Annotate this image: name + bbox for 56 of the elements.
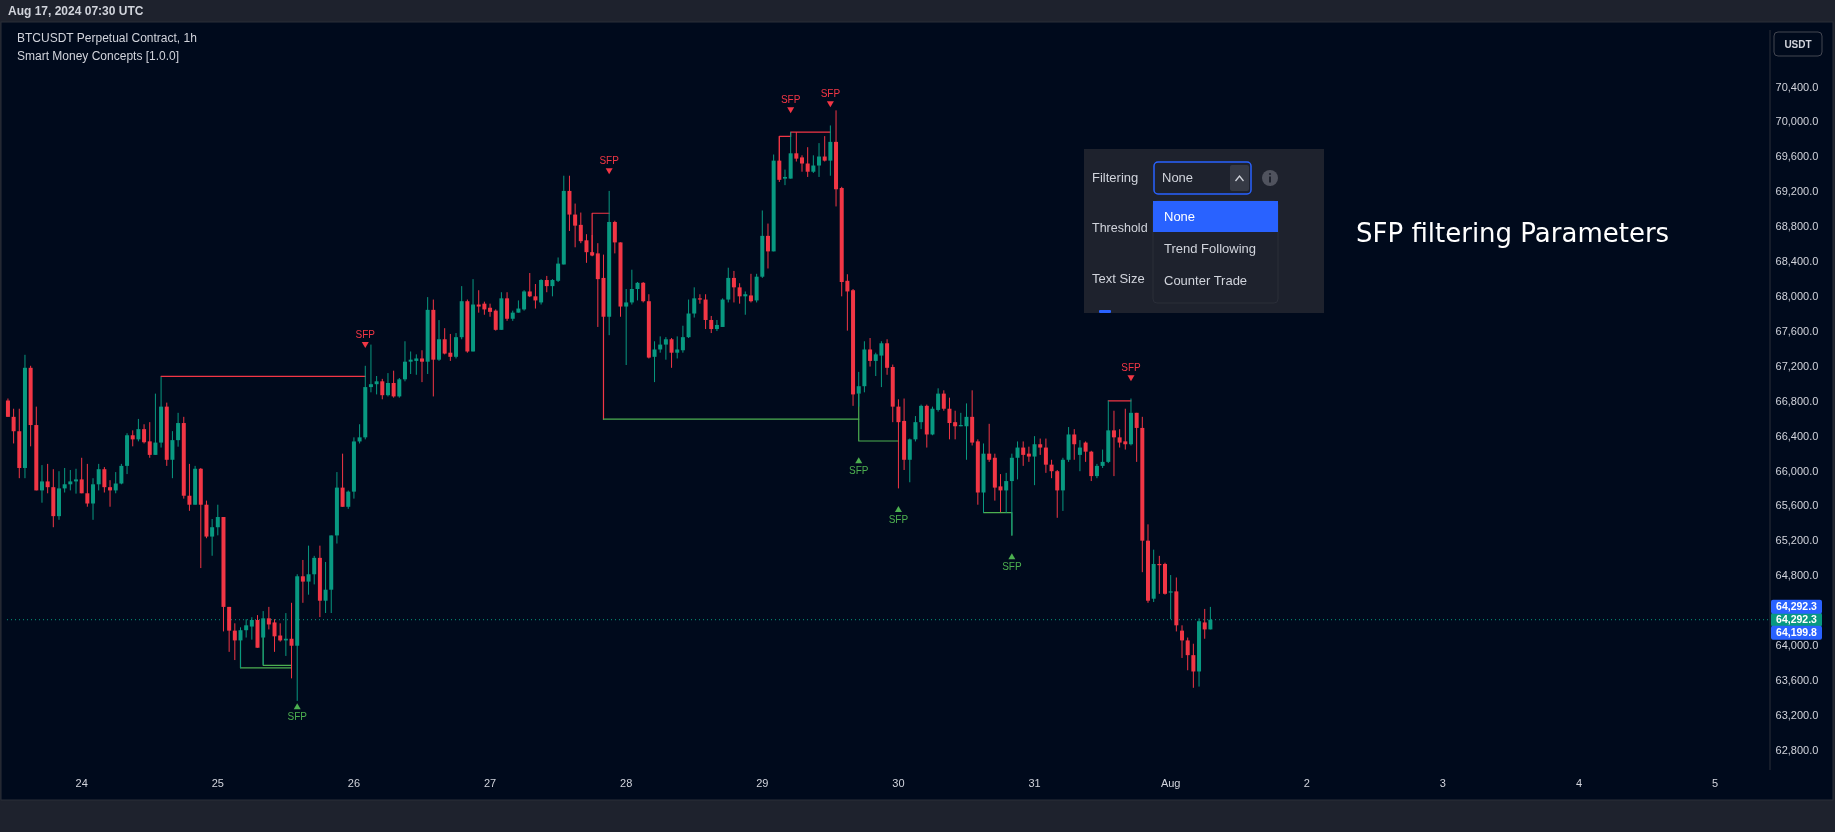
y-tick-label: 64,000.0	[1775, 639, 1819, 652]
y-tick-label: 68,800.0	[1775, 220, 1819, 233]
y-tick-label: 63,200.0	[1775, 708, 1819, 721]
annotation: SFP	[599, 155, 620, 167]
x-tick-label: 30	[892, 777, 905, 789]
annotation: Threshold	[1092, 221, 1148, 235]
y-tick-label: 62,800.0	[1775, 743, 1819, 756]
y-tick-label: 69,600.0	[1775, 150, 1819, 163]
annotation: SFP	[820, 88, 841, 100]
x-tick-label: 31	[1028, 777, 1041, 789]
annotation: Filtering	[1092, 170, 1139, 185]
y-tick-label: 63,600.0	[1775, 673, 1819, 686]
y-tick-label: 66,000.0	[1775, 464, 1819, 477]
annotation: None	[1162, 170, 1194, 185]
y-tick-label: 65,200.0	[1775, 534, 1819, 547]
annotation: None	[1164, 209, 1196, 224]
text: Aug 17, 2024 07:30 UTC	[8, 4, 144, 18]
x-tick-label: 28	[620, 777, 633, 789]
ref-line-label: 64,292.3	[1776, 600, 1818, 613]
annotation: SFP	[1002, 561, 1022, 573]
x-tick-label: 25	[211, 777, 224, 789]
text: 64,199.8	[1776, 626, 1818, 639]
y-tick-label: 67,600.0	[1775, 324, 1819, 337]
annotation: Trend Following	[1164, 241, 1257, 256]
x-tick-label: 3	[1439, 777, 1446, 789]
annotation: SFP	[888, 514, 909, 526]
annotation: Counter Trade	[1164, 273, 1248, 288]
annotation: SFP	[780, 94, 801, 106]
x-tick-label: 2	[1303, 777, 1310, 789]
annotation: SFP filtering Parameters	[1356, 218, 1670, 248]
y-tick-label: 67,200.0	[1775, 359, 1819, 372]
y-tick-label: 68,000.0	[1775, 290, 1819, 303]
annotation: SFP	[1121, 362, 1142, 374]
x-tick-label: 4	[1575, 777, 1583, 789]
y-tick-label: 65,600.0	[1775, 499, 1819, 512]
annotation: Text Size	[1092, 271, 1145, 286]
x-tick-label: 29	[756, 777, 769, 789]
y-tick-label: 69,200.0	[1775, 185, 1819, 198]
y-axis-title: USDT	[1784, 39, 1812, 50]
y-tick-label: 66,800.0	[1775, 394, 1819, 407]
y-tick-label: 66,400.0	[1775, 429, 1819, 442]
annotation: SFP	[287, 711, 308, 723]
y-tick-label: 70,400.0	[1775, 80, 1819, 93]
text: Smart Money Concepts [1.0.0]	[17, 49, 180, 63]
x-tick-label: 27	[483, 777, 497, 789]
annotation: 64,292.3	[1776, 613, 1818, 626]
x-tick-label: 5	[1712, 777, 1719, 789]
chart-title: BTCUSDT Perpetual Contract, 1h	[17, 31, 197, 45]
x-tick-label: Aug	[1160, 777, 1181, 789]
x-tick-label: 24	[75, 777, 88, 789]
annotation: SFP	[849, 465, 869, 477]
x-tick-label: 26	[347, 777, 361, 789]
annotation: SFP	[355, 329, 376, 341]
y-tick-label: 64,800.0	[1775, 569, 1819, 582]
y-tick-label: 68,400.0	[1775, 255, 1819, 268]
y-tick-label: 70,000.0	[1775, 115, 1819, 128]
